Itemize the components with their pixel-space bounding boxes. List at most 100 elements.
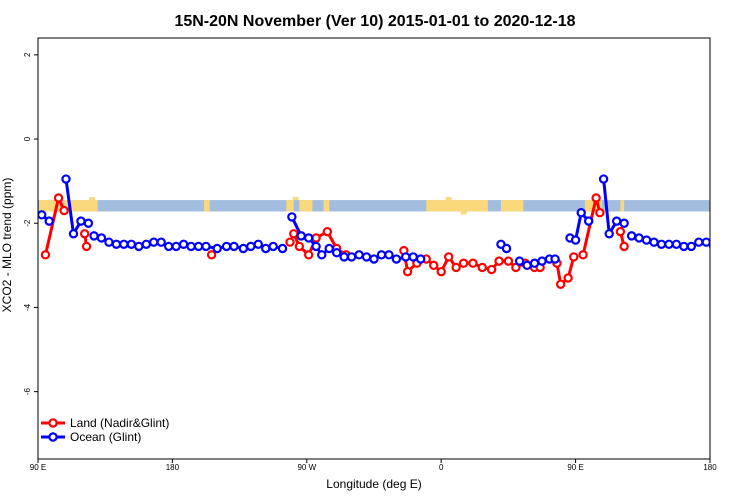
data-point — [238, 243, 249, 254]
series-line — [555, 256, 576, 286]
data-point — [701, 237, 710, 247]
data-point — [44, 216, 54, 226]
data-point — [514, 256, 525, 266]
data-point — [354, 250, 364, 260]
data-point — [193, 241, 204, 252]
data-point — [384, 250, 394, 260]
map-land — [292, 197, 299, 201]
data-point — [81, 241, 92, 252]
data-point — [408, 252, 418, 262]
data-point — [376, 250, 387, 260]
data-point — [111, 239, 122, 249]
chart-title: 15N-20N November (Ver 10) 2015-01-01 to … — [174, 13, 575, 30]
data-point — [686, 241, 697, 252]
data-point — [311, 241, 321, 252]
data-point — [253, 239, 263, 249]
data-point — [119, 239, 129, 249]
data-point — [486, 264, 497, 275]
data-point — [339, 252, 349, 262]
data-point — [436, 266, 446, 277]
map-land — [460, 211, 467, 215]
x-axis-title: Longitude (deg E) — [326, 477, 421, 491]
data-point — [391, 254, 402, 264]
x-tick-label: 180 — [166, 463, 180, 472]
y-tick-label: -6 — [23, 388, 32, 396]
data-point — [429, 260, 439, 271]
map-land — [207, 200, 210, 212]
data-point — [634, 233, 644, 243]
data-point — [595, 208, 605, 218]
data-point — [317, 250, 327, 260]
map-land — [290, 200, 294, 212]
data-point — [468, 258, 478, 268]
map-band — [38, 197, 710, 215]
x-tick-label: 0 — [439, 463, 444, 472]
y-tick-label: 2 — [23, 52, 32, 57]
data-point — [494, 256, 504, 266]
data-point — [261, 243, 271, 254]
x-tick-label: 90 W — [297, 463, 316, 472]
data-point — [619, 241, 629, 252]
data-point — [501, 243, 512, 254]
data-point — [186, 241, 196, 252]
data-point — [229, 241, 239, 252]
legend-swatch-marker — [48, 432, 58, 442]
map-land — [445, 197, 452, 201]
data-point — [79, 229, 90, 239]
data-point — [529, 258, 540, 268]
map-land — [620, 200, 625, 212]
data-point — [611, 216, 622, 226]
data-point — [289, 229, 299, 239]
data-point — [303, 233, 314, 243]
data-point — [201, 241, 211, 252]
data-point — [221, 241, 232, 252]
data-point — [576, 208, 586, 218]
y-tick-label: 0 — [23, 136, 32, 141]
data-point — [451, 262, 461, 273]
data-point — [477, 262, 487, 273]
data-point — [171, 241, 181, 252]
data-point — [285, 237, 295, 247]
data-point — [212, 243, 222, 254]
x-tick-label: 90 E — [30, 463, 46, 472]
map-ocean — [38, 200, 710, 212]
data-point — [615, 226, 626, 237]
legend-swatch-marker — [48, 418, 58, 428]
legend-label: Ocean (Glint) — [70, 430, 141, 444]
data-point — [402, 266, 413, 277]
data-point — [38, 210, 47, 220]
legend-item: Ocean (Glint) — [41, 430, 141, 444]
data-point — [671, 239, 682, 249]
legend: Land (Nadir&Glint)Ocean (Glint) — [41, 416, 169, 444]
data-point — [303, 250, 314, 260]
data-point — [550, 254, 560, 264]
data-point — [268, 241, 278, 252]
data-point — [311, 233, 321, 243]
data-point — [656, 239, 667, 249]
data-point — [322, 226, 333, 237]
data-point — [578, 250, 588, 260]
data-point — [369, 254, 379, 264]
y-tick-label: -2 — [23, 219, 32, 227]
legend-item: Land (Nadir&Glint) — [41, 416, 169, 430]
data-point — [694, 237, 704, 247]
series-land — [40, 193, 629, 289]
data-point — [458, 258, 469, 268]
map-land — [38, 200, 61, 212]
data-point — [664, 239, 674, 249]
y-axis-title: XCO2 - MLO trend (ppm) — [0, 178, 14, 313]
map-land — [426, 200, 488, 212]
data-point — [361, 252, 372, 262]
data-point — [59, 205, 69, 216]
data-point — [324, 243, 334, 254]
x-tick-label: 90 E — [567, 463, 583, 472]
map-land — [500, 200, 524, 212]
data-point — [53, 193, 64, 203]
data-point — [61, 174, 71, 184]
y-tick-label: -4 — [23, 303, 32, 311]
plot-frame — [37, 37, 711, 460]
data-point — [563, 273, 573, 283]
data-point — [96, 233, 107, 243]
data-point — [641, 235, 652, 245]
